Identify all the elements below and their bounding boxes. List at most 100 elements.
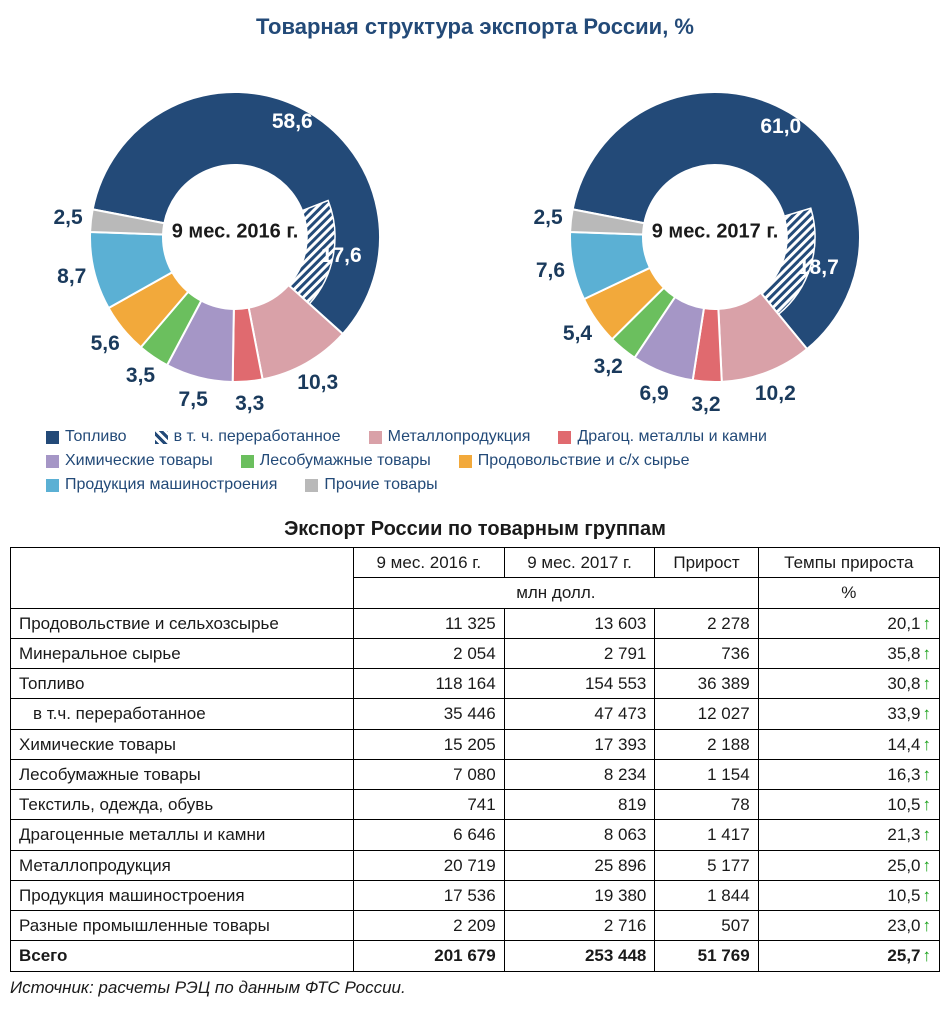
legend-swatch bbox=[46, 455, 59, 468]
cell: 5 177 bbox=[655, 850, 758, 880]
cell: 13 603 bbox=[504, 608, 655, 638]
row-label: Химические товары bbox=[11, 729, 354, 759]
table-row: Разные промышленные товары2 2092 7165072… bbox=[11, 911, 940, 941]
legend-label: Химические товары bbox=[65, 452, 213, 470]
row-label: в т.ч. переработанное bbox=[11, 699, 354, 729]
legend-item: Продовольствие и с/х сырье bbox=[459, 452, 690, 470]
cell: 33,9↑ bbox=[758, 699, 939, 729]
slice-label: 3,3 bbox=[235, 392, 264, 416]
cell: 78 bbox=[655, 790, 758, 820]
cell: 2 188 bbox=[655, 729, 758, 759]
up-arrow-icon: ↑ bbox=[923, 886, 932, 905]
cell: 154 553 bbox=[504, 669, 655, 699]
slice-label: 3,2 bbox=[594, 355, 623, 379]
cell: 819 bbox=[504, 790, 655, 820]
slice-label: 17,6 bbox=[321, 244, 362, 268]
cell: 47 473 bbox=[504, 699, 655, 729]
up-arrow-icon: ↑ bbox=[923, 825, 932, 844]
donut-center-label: 9 мес. 2016 г. bbox=[172, 221, 299, 244]
table-row: Металлопродукция20 71925 8965 17725,0↑ bbox=[11, 850, 940, 880]
cell: 25,7↑ bbox=[758, 941, 939, 971]
cell: 8 063 bbox=[504, 820, 655, 850]
legend-swatch bbox=[558, 431, 571, 444]
cell: 23,0↑ bbox=[758, 911, 939, 941]
slice-label: 10,2 bbox=[755, 382, 796, 406]
legend-swatch bbox=[459, 455, 472, 468]
cell: 507 bbox=[655, 911, 758, 941]
up-arrow-icon: ↑ bbox=[923, 765, 932, 784]
legend-item: Металлопродукция bbox=[369, 428, 531, 446]
legend: Топливо в т. ч. переработанное Металлопрод… bbox=[10, 422, 940, 510]
table-row: Продукция машиностроения17 53619 3801 84… bbox=[11, 880, 940, 910]
cell: 14,4↑ bbox=[758, 729, 939, 759]
cell: 1 154 bbox=[655, 759, 758, 789]
up-arrow-icon: ↑ bbox=[923, 735, 932, 754]
cell: 2 209 bbox=[353, 911, 504, 941]
donut-2017: 9 мес. 2017 г.18,761,010,23,26,93,25,47,… bbox=[530, 52, 900, 412]
cell: 118 164 bbox=[353, 669, 504, 699]
cell: 7 080 bbox=[353, 759, 504, 789]
unit-header: млн долл. bbox=[353, 578, 758, 608]
cell: 1 844 bbox=[655, 880, 758, 910]
up-arrow-icon: ↑ bbox=[923, 614, 932, 633]
row-label: Топливо bbox=[11, 669, 354, 699]
col-header: 9 мес. 2017 г. bbox=[504, 548, 655, 578]
legend-item: Топливо bbox=[46, 428, 127, 446]
cell: 2 791 bbox=[504, 638, 655, 668]
row-label: Текстиль, одежда, обувь bbox=[11, 790, 354, 820]
col-header: Темпы прироста bbox=[758, 548, 939, 578]
slice-label: 3,5 bbox=[126, 364, 155, 388]
unit-header: % bbox=[758, 578, 939, 608]
legend-item: Драгоц. металлы и камни bbox=[558, 428, 767, 446]
row-label: Продукция машиностроения bbox=[11, 880, 354, 910]
slice-label: 6,9 bbox=[639, 382, 668, 406]
slice-label: 58,6 bbox=[272, 110, 313, 134]
cell: 736 bbox=[655, 638, 758, 668]
up-arrow-icon: ↑ bbox=[923, 856, 932, 875]
legend-swatch bbox=[155, 431, 168, 444]
legend-swatch bbox=[46, 431, 59, 444]
legend-item: Лесобумажные товары bbox=[241, 452, 431, 470]
donut-center-label: 9 мес. 2017 г. bbox=[652, 221, 779, 244]
table-row: Лесобумажные товары7 0808 2341 15416,3↑ bbox=[11, 759, 940, 789]
table-row: Минеральное сырье2 0542 79173635,8↑ bbox=[11, 638, 940, 668]
slice-label: 5,6 bbox=[91, 332, 120, 356]
cell: 25,0↑ bbox=[758, 850, 939, 880]
cell: 10,5↑ bbox=[758, 790, 939, 820]
up-arrow-icon: ↑ bbox=[923, 674, 932, 693]
cell: 6 646 bbox=[353, 820, 504, 850]
legend-swatch bbox=[46, 479, 59, 492]
legend-label: в т. ч. переработанное bbox=[174, 428, 341, 446]
cell: 11 325 bbox=[353, 608, 504, 638]
row-label: Продовольствие и сельхозсырье bbox=[11, 608, 354, 638]
legend-label: Продовольствие и с/х сырье bbox=[478, 452, 690, 470]
donut-charts-row: 9 мес. 2016 г.17,658,610,33,37,53,55,68,… bbox=[10, 52, 940, 412]
table-row: Химические товары15 20517 3932 18814,4↑ bbox=[11, 729, 940, 759]
table-row: Текстиль, одежда, обувь7418197810,5↑ bbox=[11, 790, 940, 820]
export-table: 9 мес. 2016 г.9 мес. 2017 г.ПриростТемпы… bbox=[10, 547, 940, 972]
up-arrow-icon: ↑ bbox=[923, 704, 932, 723]
source-note: Источник: расчеты РЭЦ по данным ФТС Росс… bbox=[10, 978, 940, 998]
row-label: Разные промышленные товары bbox=[11, 911, 354, 941]
donut-2016: 9 мес. 2016 г.17,658,610,33,37,53,55,68,… bbox=[50, 52, 420, 412]
chart-title: Товарная структура экспорта России, % bbox=[10, 14, 940, 40]
cell: 253 448 bbox=[504, 941, 655, 971]
cell: 15 205 bbox=[353, 729, 504, 759]
cell: 8 234 bbox=[504, 759, 655, 789]
slice-label: 10,3 bbox=[297, 371, 338, 395]
row-label: Лесобумажные товары bbox=[11, 759, 354, 789]
cell: 17 393 bbox=[504, 729, 655, 759]
legend-label: Драгоц. металлы и камни bbox=[577, 428, 767, 446]
legend-item: Химические товары bbox=[46, 452, 213, 470]
row-label: Драгоценные металлы и камни bbox=[11, 820, 354, 850]
up-arrow-icon: ↑ bbox=[923, 644, 932, 663]
cell: 21,3↑ bbox=[758, 820, 939, 850]
total-row: Всего201 679253 44851 76925,7↑ bbox=[11, 941, 940, 971]
col-header: 9 мес. 2016 г. bbox=[353, 548, 504, 578]
legend-swatch bbox=[305, 479, 318, 492]
up-arrow-icon: ↑ bbox=[923, 916, 932, 935]
slice-label: 2,5 bbox=[533, 206, 562, 230]
cell: 35 446 bbox=[353, 699, 504, 729]
table-row: Топливо118 164154 55336 38930,8↑ bbox=[11, 669, 940, 699]
up-arrow-icon: ↑ bbox=[923, 946, 932, 965]
